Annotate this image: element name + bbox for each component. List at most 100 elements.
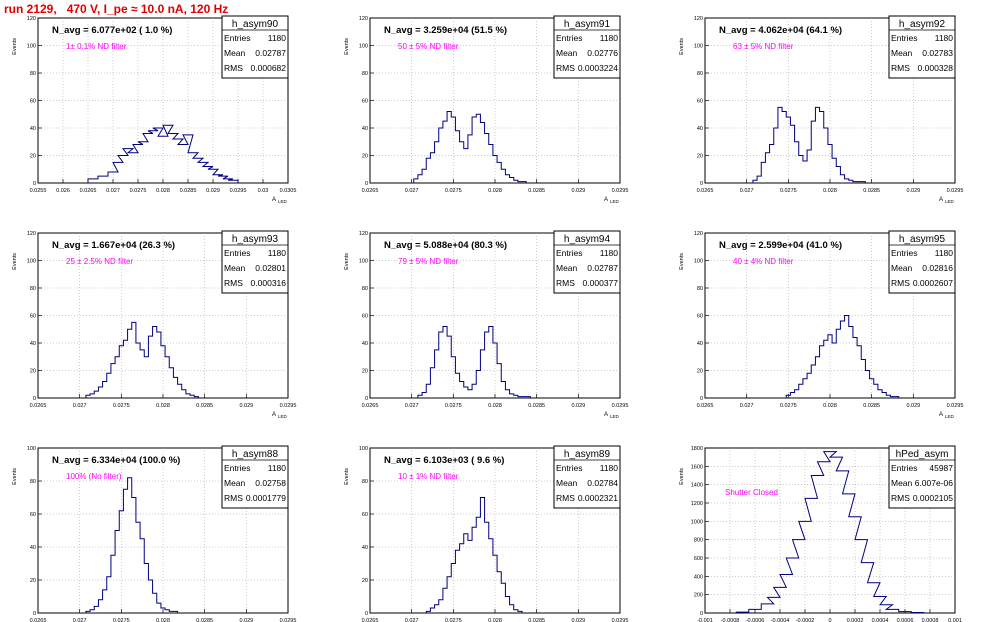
y-tick-label: 20	[362, 369, 368, 375]
x-tick-label: -0.001	[697, 618, 713, 622]
summary-label: N_avg = 6.334e+04 (100.0 %)	[52, 455, 180, 466]
x-tick-label: 0.0004	[872, 618, 889, 622]
y-tick-label: 80	[30, 286, 36, 292]
stats-entries-value: 1180	[935, 248, 954, 258]
histogram-series	[735, 451, 925, 614]
stats-box	[888, 445, 956, 509]
y-tick-label: 1400	[691, 483, 703, 489]
stats-rms-value: 0.0002607	[913, 278, 953, 288]
summary-label: N_avg = 4.062e+04 (64.1 %)	[719, 25, 842, 36]
y-tick-label: 1200	[691, 501, 703, 507]
stats-entries-label: Entries	[556, 248, 582, 258]
x-tick-label: 0.029	[571, 188, 585, 194]
y-tick-label: 80	[30, 479, 36, 485]
y-tick-label: 400	[694, 574, 703, 580]
stats-mean-value: 0.02776	[587, 48, 618, 58]
x-tick-label: 0.0275	[780, 188, 797, 194]
stats-mean-label: Mean	[891, 48, 913, 58]
y-tick-label: 60	[362, 512, 368, 518]
y-tick-label: 800	[694, 538, 703, 544]
x-tick-label: 0.0285	[863, 403, 880, 409]
stats-entries-label: Entries	[224, 248, 250, 258]
histogram-series	[85, 321, 199, 398]
x-tick-label: 0.027	[740, 403, 754, 409]
stats-mean-value: 6.007e-06	[915, 478, 954, 488]
x-tick-label: 0.028	[488, 188, 502, 194]
y-axis-label: Events	[679, 468, 685, 485]
y-axis-label: Events	[679, 38, 685, 55]
x-tick-label: 0.0275	[445, 618, 462, 622]
y-tick-label: 80	[362, 71, 368, 77]
x-axis-sub-label: LED	[945, 414, 955, 419]
stats-mean-label: Mean	[556, 478, 578, 488]
histogram-series	[85, 477, 179, 613]
y-tick-label: 40	[362, 341, 368, 347]
x-tick-label: 0.029	[571, 618, 585, 622]
x-tick-label: 0.0008	[922, 618, 939, 622]
y-axis-label: Events	[12, 38, 18, 55]
stats-box	[888, 15, 956, 79]
x-tick-label: 0.028	[823, 188, 837, 194]
x-tick-label: 0.027	[73, 403, 87, 409]
stats-mean-label: Mean	[224, 478, 246, 488]
x-tick-label: 0.0285	[196, 618, 213, 622]
x-axis-label: A	[939, 412, 943, 418]
y-tick-label: 0	[365, 181, 368, 187]
x-tick-label: 0.026	[56, 188, 70, 194]
stats-rms-value: 0.0003224	[578, 63, 618, 73]
annotation-label: 1± 0.1% ND filter	[66, 42, 127, 51]
y-tick-label: 20	[30, 578, 36, 584]
y-tick-label: 200	[694, 593, 703, 599]
x-tick-label: 0.0285	[528, 403, 545, 409]
y-tick-label: 40	[362, 545, 368, 551]
x-tick-label: 0.0255	[30, 188, 47, 194]
stats-entries-label: Entries	[891, 33, 917, 43]
y-tick-label: 40	[30, 341, 36, 347]
y-axis-label: Events	[344, 38, 350, 55]
stats-entries-label: Entries	[556, 463, 582, 473]
y-tick-label: 20	[362, 154, 368, 160]
stats-title: h_asym90	[232, 19, 279, 30]
y-tick-label: 100	[27, 44, 36, 50]
x-tick-label: 0.028	[156, 188, 170, 194]
stats-mean-value: 0.02784	[587, 478, 618, 488]
y-tick-label: 80	[697, 71, 703, 77]
annotation-label: 63 ± 5% ND filter	[733, 42, 794, 51]
x-tick-label: 0.029	[239, 618, 253, 622]
summary-label: N_avg = 3.259e+04 (51.5 %)	[384, 25, 507, 36]
x-tick-label: 0.027	[405, 188, 419, 194]
x-tick-label: -0.0008	[721, 618, 740, 622]
annotation-label: 100% (No filter)	[66, 472, 122, 481]
x-tick-label: 0.0295	[612, 403, 629, 409]
x-axis-sub-label: LED	[945, 199, 955, 204]
y-tick-label: 20	[30, 154, 36, 160]
x-tick-label: 0.029	[571, 403, 585, 409]
x-tick-label: 0.0295	[280, 618, 297, 622]
x-tick-label: 0.0275	[113, 403, 130, 409]
stats-mean-label: Mean	[891, 263, 913, 273]
y-tick-label: 120	[27, 231, 36, 237]
stats-title: h_asym88	[232, 449, 279, 460]
stats-mean-label: Mean	[556, 48, 578, 58]
x-tick-label: 0.0265	[30, 403, 47, 409]
y-tick-label: 60	[697, 99, 703, 105]
x-tick-label: 0.0265	[697, 403, 714, 409]
stats-box	[888, 230, 956, 294]
stats-title: h_asym95	[899, 234, 946, 245]
y-tick-label: 100	[359, 259, 368, 265]
y-tick-label: 40	[30, 126, 36, 132]
y-tick-label: 100	[27, 446, 36, 452]
y-tick-label: 60	[30, 512, 36, 518]
y-tick-label: 0	[700, 181, 703, 187]
y-tick-label: 120	[694, 231, 703, 237]
histogram-series	[785, 315, 900, 398]
summary-label: N_avg = 6.103e+03 ( 9.6 %)	[384, 455, 504, 466]
y-tick-label: 100	[694, 259, 703, 265]
x-axis-label: A	[604, 197, 608, 203]
x-tick-label: 0.0285	[863, 188, 880, 194]
stats-title: h_asym91	[564, 19, 611, 30]
y-tick-label: 0	[33, 611, 36, 617]
x-tick-label: 0	[828, 618, 831, 622]
x-tick-label: 0.0265	[697, 188, 714, 194]
